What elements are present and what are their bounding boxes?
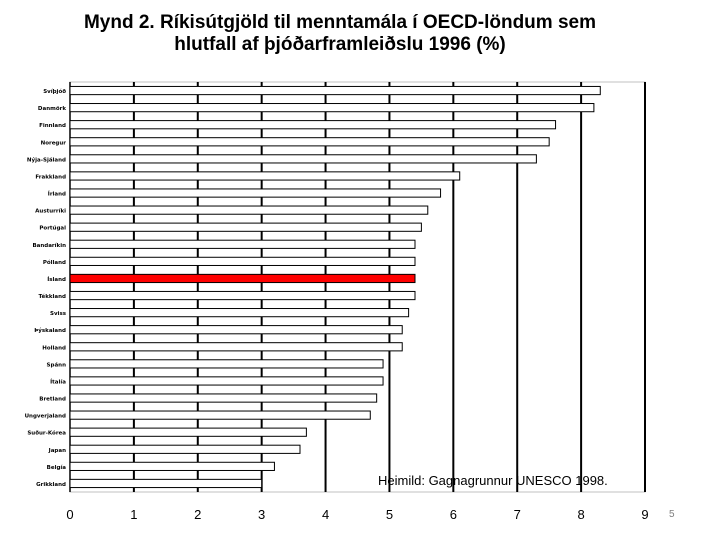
category-label: Portúgal [39,225,66,232]
x-tick-label: 7 [514,507,521,522]
category-label: Grikkland [36,482,66,488]
bar-highlight [69,273,416,284]
x-tick-label: 2 [194,507,201,522]
category-label: Suður-Kórea [27,430,66,437]
x-tick-label: 3 [258,507,265,522]
category-label: Spánn [47,361,67,368]
chart-title-line-2: hlutfall af þjóðarframleiðslu 1996 (%) [174,34,506,55]
bar [69,137,550,147]
category-label: Ítalía [50,377,66,385]
x-tick-label: 1 [130,507,137,522]
bar [69,256,416,266]
bar [69,342,403,352]
category-label: Holland [42,345,66,351]
category-label: Írland [48,190,66,198]
category-label: Ísland [47,275,66,283]
bar [69,222,422,232]
category-label: Pólland [43,259,66,266]
page-number: 5 [669,509,675,520]
bar [69,205,429,215]
category-label: Tékkland [38,293,66,300]
x-tick-label: 8 [577,507,584,522]
category-label: Austurríki [35,208,66,215]
bar [69,461,275,471]
x-tick-label: 6 [450,507,457,522]
bar [69,290,416,301]
bar [69,393,378,403]
chart-source: Heimild: Gagnagrunnur UNESCO 1998. [378,473,608,488]
category-label: Danmörk [38,106,66,112]
category-label: Bretland [39,397,66,403]
x-tick-label: 9 [641,507,648,522]
category-label: Frakkland [35,174,66,180]
category-label: Svíþjóð [43,88,66,95]
bar [69,154,537,164]
bar [69,171,461,181]
bar [69,444,301,454]
bar [69,103,595,113]
bar [69,427,307,437]
bar [69,376,384,386]
category-label: Ungverjaland [25,414,66,420]
bar [69,120,557,130]
bar [69,478,263,489]
category-label: Bandaríkin [32,242,66,249]
bar [69,410,371,420]
category-label: Sviss [50,311,67,317]
category-label: Noregur [41,140,67,146]
category-label: Japan [48,448,66,454]
category-label: Þýskaland [34,327,66,334]
category-label: Belgía [47,464,67,471]
bar [69,239,416,249]
bar [69,325,403,335]
category-label: Finnland [39,123,66,129]
x-tick-label: 4 [322,507,329,522]
x-tick-label: 0 [66,507,73,522]
x-tick-label: 5 [386,507,393,522]
category-label: Nýja-Sjáland [27,156,66,163]
bar [69,308,410,318]
chart-title: Mynd 2. Ríkisútgjöld til menntamála í OE… [60,12,620,56]
bar [69,85,601,96]
bar [69,188,442,198]
chart-title-line-1: Mynd 2. Ríkisútgjöld til menntamála í OE… [83,12,596,33]
bar [69,359,384,369]
